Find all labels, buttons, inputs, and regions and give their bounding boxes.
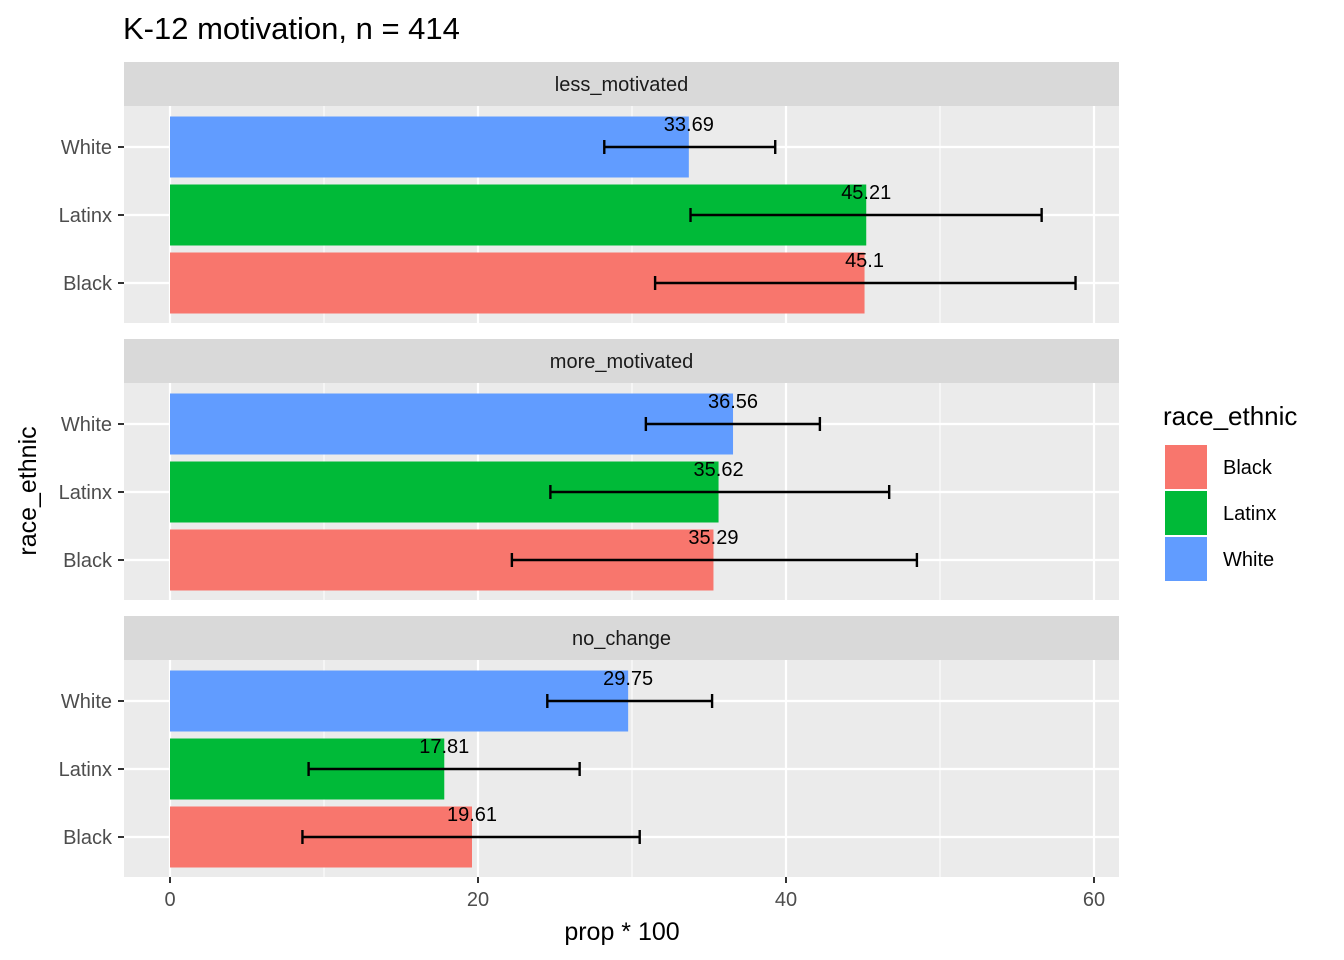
y-tick-label: White: [61, 137, 112, 159]
legend-key-black: [1165, 445, 1207, 489]
facet-panel-no_change: no_change White Latinx Black 29.75 17.81 19.61: [59, 616, 1119, 877]
facet-panels: less_motivated White Latinx Black 33.69 45.21…: [59, 62, 1119, 877]
x-axis: 0 20 40 60: [164, 877, 1105, 911]
data-label: 19.61: [447, 804, 497, 826]
error-bar: [301, 830, 641, 844]
data-label: 35.29: [688, 527, 738, 549]
facet-strip: [124, 62, 1119, 106]
facet-strip-label: less_motivated: [555, 74, 688, 96]
facet-strip: [124, 339, 1119, 383]
facet-strip-label: more_motivated: [550, 351, 693, 373]
y-tick-label: Black: [63, 550, 113, 572]
x-axis-title: prop * 100: [564, 918, 679, 946]
legend-label: Latinx: [1223, 503, 1276, 525]
error-bar: [510, 553, 919, 567]
facet-strip-label: no_change: [572, 628, 671, 650]
data-label: 33.69: [664, 114, 714, 136]
x-tick-label: 0: [164, 889, 175, 911]
facet-strip: [124, 616, 1119, 660]
data-label: 45.21: [841, 182, 891, 204]
y-tick-label: Latinx: [59, 205, 112, 227]
x-tick-label: 60: [1083, 889, 1105, 911]
y-tick-label: Black: [63, 273, 113, 295]
y-tick-label: White: [61, 691, 112, 713]
error-bar: [307, 762, 581, 776]
chart-title: K-12 motivation, n = 414: [123, 11, 460, 46]
error-bar: [603, 140, 777, 154]
error-bar: [549, 485, 891, 499]
legend-label: White: [1223, 549, 1274, 571]
bar-more_motivated-white: [170, 393, 734, 455]
error-bar: [653, 276, 1077, 290]
y-tick-label: White: [61, 414, 112, 436]
legend-title: race_ethnic: [1163, 401, 1297, 431]
y-tick-label: Latinx: [59, 482, 112, 504]
data-label: 45.1: [845, 250, 884, 272]
facet-panel-more_motivated: more_motivated White Latinx Black 36.56 35.62…: [59, 339, 1119, 600]
data-label: 29.75: [603, 668, 653, 690]
error-bar: [644, 417, 822, 431]
facet-panel-less_motivated: less_motivated White Latinx Black 33.69 45.21…: [59, 62, 1119, 323]
data-label: 35.62: [694, 459, 744, 481]
y-axis-title: race_ethnic: [14, 426, 42, 555]
legend-label: Black: [1223, 457, 1273, 479]
legend-key-latinx: [1165, 491, 1207, 535]
legend: race_ethnic Black Latinx White: [1163, 401, 1297, 581]
x-tick-label: 40: [775, 889, 797, 911]
data-label: 36.56: [708, 391, 758, 413]
legend-key-white: [1165, 537, 1207, 581]
bar-less_motivated-white: [170, 116, 689, 178]
x-tick-label: 20: [467, 889, 489, 911]
error-bar: [546, 694, 714, 708]
y-tick-label: Latinx: [59, 759, 112, 781]
error-bar: [689, 208, 1043, 222]
data-label: 17.81: [419, 736, 469, 758]
y-tick-label: Black: [63, 827, 113, 849]
